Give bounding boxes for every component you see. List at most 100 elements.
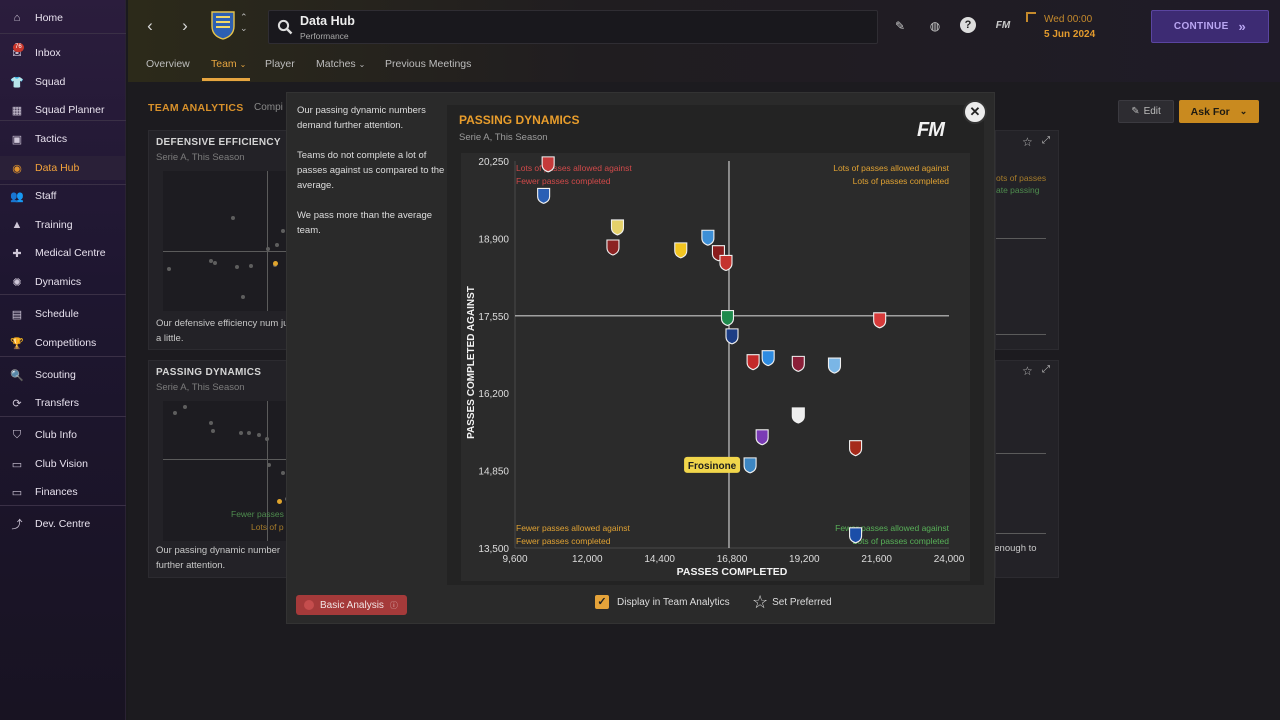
home-icon: ⌂: [13, 12, 21, 24]
plot-background: [461, 153, 970, 581]
trophy-icon: 🏆: [10, 337, 24, 350]
unread-badge: 76: [13, 43, 24, 52]
sidebar-item-label: Club Vision: [35, 458, 88, 470]
quadrant-label: Lots of passes completed: [853, 176, 950, 186]
tab-overview[interactable]: Overview: [146, 58, 190, 70]
sidebar-item-medical-centre[interactable]: ✚ Medical Centre: [0, 241, 126, 265]
sidebar-item-squad[interactable]: 👕 Squad: [0, 70, 126, 94]
search-bar[interactable]: Data Hub Performance: [268, 10, 878, 44]
medical-icon: ✚: [12, 247, 22, 260]
team-crest-point: [755, 429, 769, 446]
help-icon[interactable]: ?: [960, 17, 976, 33]
quadrant-label: ate passing: [996, 185, 1040, 195]
quadrant-label: Fewer passes allowed against: [835, 523, 950, 533]
team-crest-point: [791, 407, 805, 424]
sidebar-item-label: Squad: [35, 76, 66, 88]
quadrant-label: Fewer passes allowed against: [516, 523, 631, 533]
continue-button[interactable]: CONTINUE »: [1151, 10, 1269, 43]
y-axis-label: PASSES COMPLETED AGAINST: [466, 286, 477, 439]
set-preferred-label: Set Preferred: [772, 596, 832, 608]
sidebar-item-tactics[interactable]: ▣ Tactics: [0, 127, 126, 151]
sidebar-item-label: Training: [35, 219, 73, 231]
club-crest-icon[interactable]: [210, 10, 236, 40]
tactics-icon: ▣: [11, 133, 23, 146]
team-crest-point: [537, 187, 551, 204]
sidebar-item-transfers[interactable]: ⟳ Transfers: [0, 391, 126, 415]
fm-menu-icon[interactable]: FM: [995, 20, 1011, 31]
tab-matches-label: Matches: [316, 58, 356, 70]
team-crest-point: [725, 328, 739, 345]
team-crest-point: [746, 354, 760, 371]
forward-arrow-icon[interactable]: ›: [182, 16, 188, 35]
mini-scatter-point: [247, 431, 251, 435]
sidebar-item-label: Staff: [35, 190, 57, 202]
tab-team[interactable]: Team ⌄: [211, 58, 246, 70]
scatter-chart: 9,600 12,000 14,400 16,800 19,200 21,600 24,00…: [461, 153, 970, 581]
sidebar-item-schedule[interactable]: ▤ Schedule: [0, 302, 126, 326]
sidebar-item-club-info[interactable]: ⛉ Club Info: [0, 423, 126, 447]
expand-icon[interactable]: ⤢: [1042, 135, 1050, 146]
sidebar-item-training[interactable]: ▲ Training: [0, 213, 126, 237]
x-tick-label: 19,200: [789, 554, 820, 565]
sidebar-item-label: Medical Centre: [35, 247, 106, 259]
mini-scatter-plot: [163, 171, 287, 311]
display-in-team-analytics-checkbox[interactable]: ✓ Display in Team Analytics: [595, 595, 730, 609]
sidebar-item-label: Home: [35, 12, 64, 24]
sidebar-item-data-hub[interactable]: ◉ Data Hub: [0, 156, 126, 180]
sidebar-item-finances[interactable]: ▭ Finances: [0, 480, 126, 504]
star-icon[interactable]: ☆: [1022, 135, 1033, 149]
star-icon: ☆: [752, 592, 769, 612]
basic-analysis-button[interactable]: Basic Analysis ⓘ: [296, 595, 407, 615]
edit-button[interactable]: ✎ Edit: [1118, 100, 1174, 123]
tab-player[interactable]: Player: [265, 58, 295, 70]
tab-previous-meetings[interactable]: Previous Meetings: [385, 58, 472, 70]
set-preferred-button[interactable]: ☆ Set Preferred: [752, 593, 832, 611]
highlight-label-background: [684, 456, 741, 473]
planner-icon: ▦: [11, 104, 23, 117]
mini-scatter-point: [275, 243, 279, 247]
fm-logo: FM: [917, 119, 945, 141]
back-arrow-icon[interactable]: ‹: [147, 16, 153, 35]
right-analytics-card[interactable]: ☆ ⤢ ots of passes ate passing: [995, 130, 1059, 350]
team-crest-point: [761, 350, 775, 367]
ask-for-button[interactable]: Ask For ⌄: [1179, 100, 1259, 123]
mini-scatter-point: [209, 421, 213, 425]
team-crest-point: [674, 242, 688, 259]
passing-dynamics-card[interactable]: PASSING DYNAMICS Serie A, This Season Fe…: [148, 360, 289, 578]
sidebar-item-staff[interactable]: 👥 Staff: [0, 184, 126, 208]
sidebar-item-dev-centre[interactable]: ⤴ Dev. Centre: [0, 512, 126, 536]
team-crest-point: [719, 254, 733, 272]
sidebar-item-squad-planner[interactable]: ▦ Squad Planner: [0, 98, 126, 122]
analysis-paragraph: Teams do not complete a lot of passes ag…: [297, 150, 445, 191]
sidebar-item-home[interactable]: ⌂ Home: [0, 6, 126, 30]
defensive-efficiency-card[interactable]: DEFENSIVE EFFICIENCY Serie A, This Seaso…: [148, 130, 296, 350]
sidebar-item-label: Dynamics: [35, 276, 82, 288]
tab-matches[interactable]: Matches ⌄: [316, 58, 365, 70]
sidebar-item-dynamics[interactable]: ✺ Dynamics: [0, 270, 126, 294]
card-description: Our defensive efficiency num just a litt…: [156, 318, 296, 344]
sidebar-item-club-vision[interactable]: ▭ Club Vision: [0, 452, 126, 476]
quadrant-label: ots of passes: [996, 173, 1047, 183]
right-analytics-card[interactable]: ☆ ⤢ t enough to: [989, 360, 1059, 578]
inbox-icon: ✉ 76: [12, 43, 24, 60]
y-tick-label: 16,200: [478, 389, 509, 400]
mini-scatter-point: [281, 229, 285, 233]
mini-scatter-point: [231, 216, 235, 220]
chevron-down-icon: ⌄: [358, 60, 366, 69]
sidebar-item-scouting[interactable]: 🔍 Scouting: [0, 363, 126, 387]
sidebar-item-label: Scouting: [35, 369, 76, 381]
staff-icon: 👥: [10, 190, 24, 203]
star-icon[interactable]: ☆: [1022, 364, 1033, 378]
card-title: PASSING DYNAMICS: [156, 367, 262, 378]
quadrant-label: Lots of passes allowed against: [516, 163, 632, 173]
expand-icon[interactable]: ⤢: [1042, 364, 1050, 375]
globe-icon[interactable]: ◍: [929, 19, 941, 33]
sidebar-divider: [0, 416, 126, 417]
shield-icon: ⛉: [12, 428, 22, 441]
close-icon[interactable]: ✕: [963, 100, 987, 124]
pencil-icon[interactable]: ✎: [894, 19, 906, 33]
shirt-icon: 👕: [10, 76, 24, 89]
sidebar-item-inbox[interactable]: ✉ 76 Inbox: [0, 41, 126, 65]
club-switch-icon[interactable]: ⌃ ⌄: [240, 12, 248, 33]
sidebar-item-competitions[interactable]: 🏆 Competitions: [0, 331, 126, 355]
